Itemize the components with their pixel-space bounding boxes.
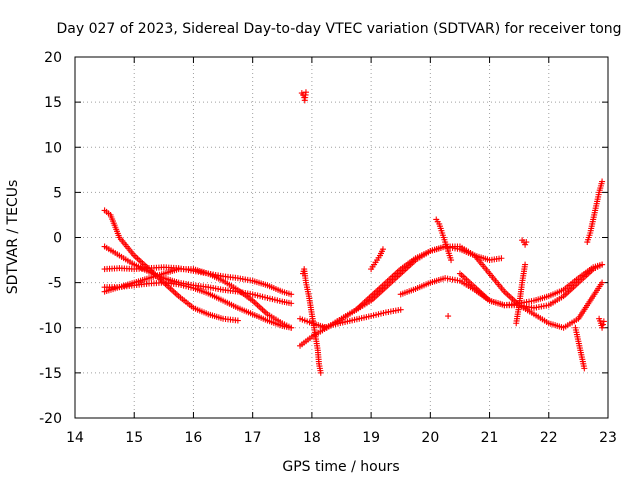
series-burst-9 (596, 315, 607, 331)
x-tick-label: 15 (125, 430, 143, 446)
data-point (288, 324, 295, 331)
series-burst-3 (368, 246, 386, 273)
data-point (523, 239, 530, 246)
y-tick-label: 20 (44, 50, 62, 66)
data-point (302, 89, 309, 96)
y-tick-label: -10 (39, 321, 62, 337)
data-point (448, 257, 455, 264)
y-tick-label: 10 (44, 140, 62, 156)
x-tick-label: 22 (540, 430, 558, 446)
series-track-d (101, 207, 241, 324)
series-track-j (320, 306, 404, 331)
series-burst-7 (572, 324, 588, 372)
x-axis-label: GPS time / hours (282, 459, 399, 475)
data-point (498, 255, 505, 262)
series-burst-4 (433, 216, 455, 264)
data-point (522, 241, 529, 248)
data-marks (101, 89, 607, 376)
data-point (379, 246, 386, 253)
x-tick-label: 20 (421, 430, 439, 446)
series-track-e (101, 266, 295, 331)
series-burst-5 (513, 261, 529, 327)
x-tick-label: 19 (362, 430, 380, 446)
y-tick-label: 15 (44, 95, 62, 111)
data-point (288, 291, 295, 298)
y-tick-label: 0 (53, 231, 62, 247)
data-point (288, 300, 295, 307)
chart-title: Day 027 of 2023, Sidereal Day-to-day VTE… (56, 21, 621, 37)
y-axis-label: SDTVAR / TECUs (5, 180, 21, 295)
x-tick-label: 14 (66, 430, 84, 446)
data-point (599, 324, 606, 331)
data-point (599, 321, 606, 328)
y-tick-label: -5 (48, 276, 62, 292)
y-tick-label: -15 (39, 366, 62, 382)
series-burst-2 (300, 266, 324, 376)
data-point (600, 318, 607, 325)
series-track-i (456, 261, 606, 311)
data-point (599, 178, 606, 185)
tick-layer: 14 15 16 17 18 19 20 21 22 23 -20 -15 -10 -5 0 5 10 15 20 (39, 50, 617, 446)
data-point (522, 261, 529, 268)
series-burst-8 (584, 178, 606, 246)
plot-frame (74, 56, 609, 419)
data-point (397, 306, 404, 313)
data-point (445, 313, 452, 320)
x-tick-label: 23 (599, 430, 617, 446)
data-point (234, 317, 241, 324)
data-point (599, 279, 606, 286)
series-burst-10 (445, 313, 452, 320)
data-point (581, 365, 588, 372)
x-tick-label: 21 (481, 430, 499, 446)
x-tick-label: 18 (303, 430, 321, 446)
data-point (599, 261, 606, 268)
y-tick-label: 5 (53, 185, 62, 201)
data-point (317, 369, 324, 376)
x-tick-label: 17 (244, 430, 262, 446)
series-burst-1 (298, 89, 309, 104)
y-tick-label: -20 (39, 411, 62, 427)
x-tick-label: 16 (185, 430, 203, 446)
series-burst-6 (519, 237, 530, 248)
